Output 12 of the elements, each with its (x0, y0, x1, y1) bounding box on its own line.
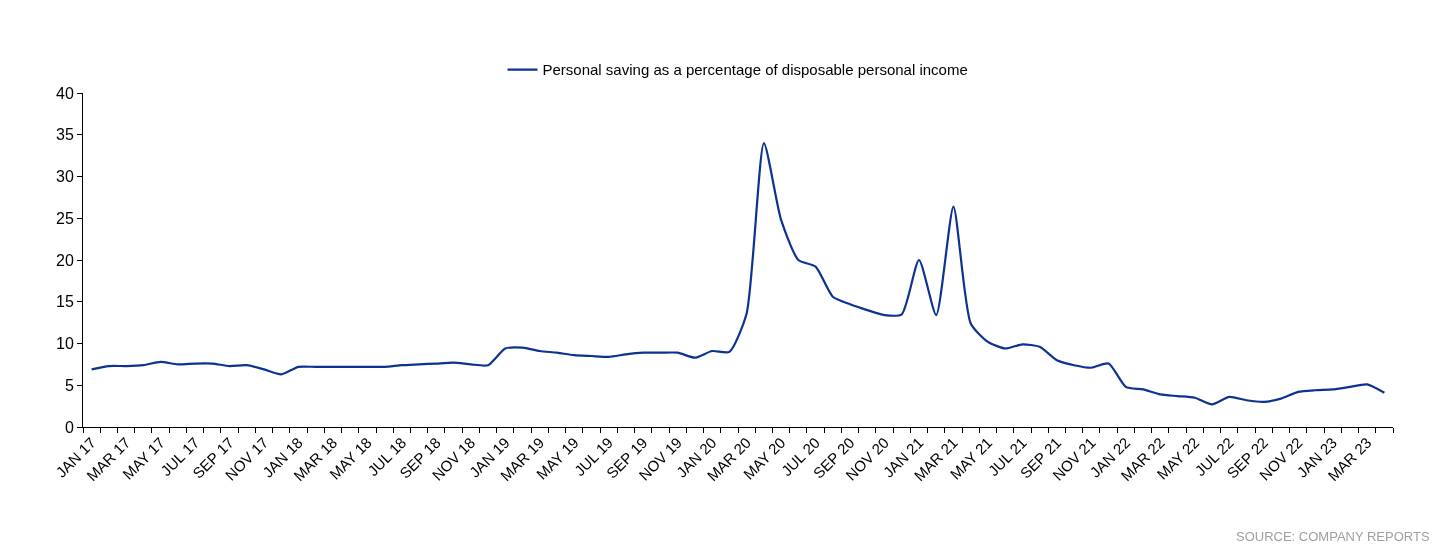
legend-label: Personal saving as a percentage of disposable personal income (542, 61, 968, 79)
y-tick-label: 10 (56, 335, 74, 353)
y-tick-label: 5 (64, 376, 74, 394)
y-tick-label: 20 (56, 251, 74, 269)
y-tick-label: 35 (56, 126, 74, 144)
y-tick-label: 40 (56, 84, 74, 102)
y-tick-label: 15 (56, 293, 74, 311)
source-note: SOURCE: COMPANY REPORTS (1236, 529, 1430, 544)
y-tick-label: 25 (56, 209, 74, 227)
y-tick-label: 30 (56, 168, 74, 186)
y-tick-label: 0 (64, 418, 74, 436)
line-series (90, 142, 1386, 406)
